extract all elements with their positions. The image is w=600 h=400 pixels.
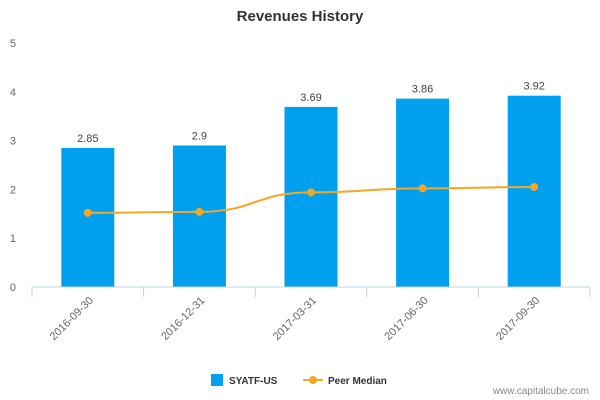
bar-data-labels: 2.85 2.9 3.69 3.86 3.92 — [77, 81, 545, 145]
x-tick-label: 2016-09-30 — [48, 295, 96, 343]
peer-median-point — [195, 207, 204, 216]
x-tick-label: 2017-09-30 — [494, 295, 542, 343]
peer-median-point — [307, 188, 315, 197]
chart-title: Revenues History — [237, 8, 364, 25]
peer-median-point — [418, 184, 427, 193]
bar-value-label: 3.92 — [523, 81, 544, 93]
bar-value-label: 2.9 — [192, 130, 207, 142]
y-tick-label: 3 — [10, 136, 16, 148]
peer-median-series — [83, 182, 539, 217]
x-tick-label: 2016-12-31 — [159, 295, 207, 343]
bar — [507, 95, 561, 287]
bar — [61, 147, 115, 287]
x-axis: 2016-09-30 2016-12-31 2017-03-31 2017-06-30… — [31, 286, 591, 343]
bar-value-label: 2.85 — [77, 133, 98, 145]
x-tick-label: 2017-06-30 — [382, 295, 430, 343]
peer-median-point — [530, 182, 539, 191]
legend-label-peer-median: Peer Median — [328, 376, 387, 387]
legend-swatch-marker — [309, 376, 317, 384]
source-watermark: www.capitalcube.com — [492, 386, 589, 397]
legend-swatch-bar — [211, 374, 223, 386]
bar — [284, 106, 338, 287]
y-tick-label: 0 — [10, 282, 16, 294]
legend: SYATF-US Peer Median — [211, 374, 387, 387]
bar-value-label: 3.86 — [412, 84, 433, 96]
x-tick-label: 2017-03-31 — [271, 295, 319, 343]
peer-median-point — [83, 208, 92, 217]
bar — [172, 145, 226, 287]
bar — [396, 98, 450, 287]
legend-label-syatf: SYATF-US — [229, 376, 278, 387]
y-tick-label: 4 — [10, 87, 16, 99]
y-tick-label: 2 — [10, 184, 16, 196]
y-tick-label: 5 — [10, 38, 16, 50]
bar-value-label: 3.69 — [300, 92, 321, 104]
bar-series — [61, 95, 561, 287]
y-tick-label: 1 — [10, 233, 16, 245]
y-axis: 0 1 2 3 4 5 — [10, 38, 16, 294]
